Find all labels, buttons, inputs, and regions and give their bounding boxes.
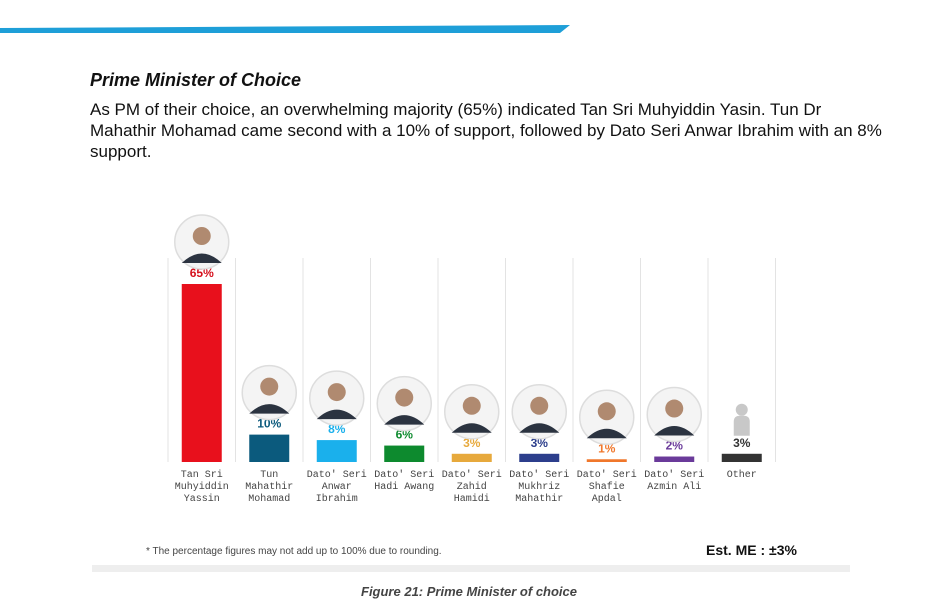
category-label: Tan Sri Muhyiddin Yassin [175, 469, 229, 505]
top-accent-band [0, 22, 580, 33]
person-silhouette-icon [735, 403, 748, 416]
data-label: 2% [666, 439, 684, 453]
category-label: Dato' Seri Shafie Apdal [577, 469, 637, 505]
portrait-face [395, 388, 414, 407]
portrait-suit [316, 409, 357, 420]
portrait-suit [654, 426, 695, 436]
margin-of-error: Est. ME : ±3% [706, 542, 797, 558]
person-silhouette-body [733, 415, 750, 436]
bar [451, 453, 492, 462]
portrait-suit [451, 423, 492, 433]
portrait-face [597, 402, 616, 421]
category-label: Dato' Seri Zahid Hamidi [442, 469, 502, 505]
data-label: 10% [257, 417, 281, 431]
bar [249, 434, 290, 462]
portrait-suit [384, 415, 425, 425]
bar [181, 284, 222, 462]
band-shape [0, 25, 570, 33]
data-label: 3% [463, 436, 481, 450]
category-label: Dato' Seri Azmin Ali [644, 469, 704, 493]
category-label: Dato' Seri Anwar Ibrahim [307, 469, 367, 505]
portrait-suit [586, 428, 627, 439]
section-title: Prime Minister of Choice [90, 70, 302, 90]
data-label: 65% [190, 266, 214, 280]
portrait-suit [249, 404, 290, 414]
portrait-face [260, 377, 279, 396]
summary-paragraph: As PM of their choice, an overwhelming m… [90, 100, 882, 161]
portrait-face [462, 396, 481, 415]
portrait-face [192, 227, 211, 245]
footer-rule [92, 565, 850, 572]
portrait-suit [181, 253, 222, 263]
portrait-face [665, 399, 684, 418]
category-label: Dato' Seri Mukhriz Mahathir [509, 469, 569, 505]
portrait-face [530, 396, 549, 415]
category-label: Tun Mahathir Mohamad [245, 470, 293, 505]
data-label: 3% [733, 436, 751, 450]
portrait-suit [519, 423, 560, 433]
category-label: Dato' Seri Hadi Awang [374, 469, 434, 493]
bar [316, 440, 357, 462]
bar [721, 453, 762, 462]
bar [654, 456, 695, 462]
data-label: 1% [598, 441, 616, 455]
data-label: 8% [328, 422, 346, 436]
portrait-face [327, 383, 346, 402]
bar [519, 453, 560, 462]
bar [586, 459, 627, 462]
rounding-footnote: * The percentage figures may not add up … [146, 546, 442, 557]
figure-caption: Figure 21: Prime Minister of choice [361, 584, 577, 599]
data-label: 6% [396, 428, 414, 442]
category-label: Other [727, 469, 757, 481]
data-label: 3% [531, 436, 549, 450]
bar [384, 445, 425, 462]
